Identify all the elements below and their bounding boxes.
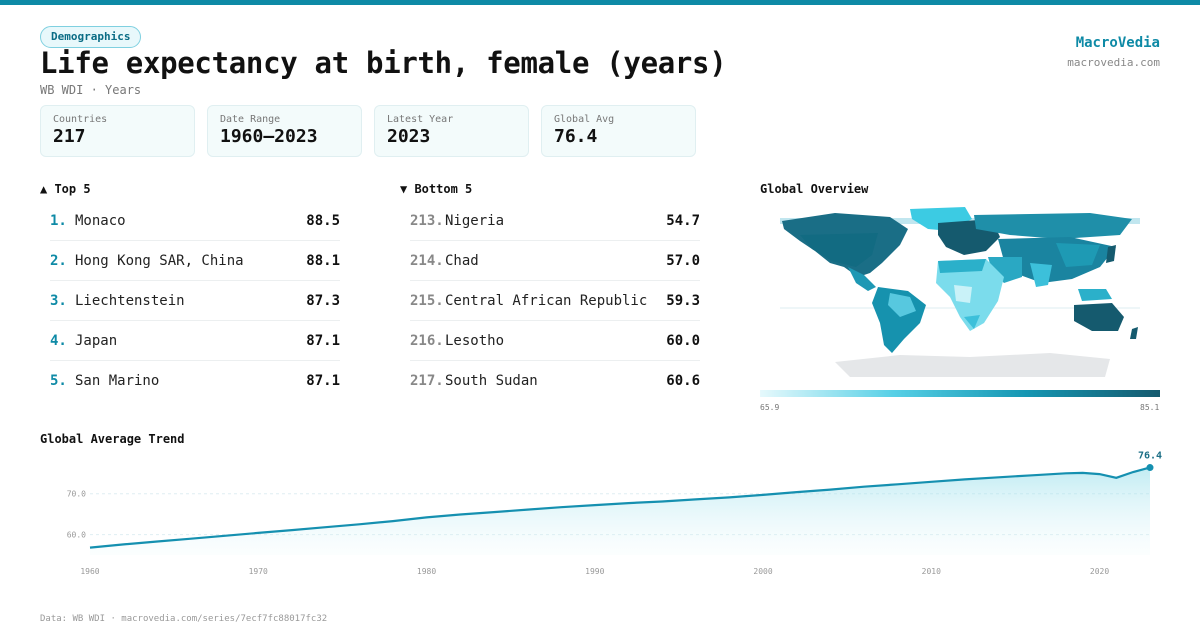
brand-block: MacroVedia macrovedia.com [1067, 35, 1160, 69]
china-shape [1056, 243, 1100, 267]
rank-number: 215. [410, 292, 444, 309]
brand-name[interactable]: MacroVedia [1075, 35, 1160, 51]
country-name: Japan [75, 332, 118, 349]
x-tick-label: 1980 [417, 567, 436, 576]
japan-shape [1106, 245, 1116, 263]
list-item[interactable]: 5. San Marino 87.1 [50, 361, 340, 401]
list-item[interactable]: 214. Chad 57.0 [410, 241, 700, 281]
x-tick-label: 2000 [753, 567, 772, 576]
page-title: Life expectancy at birth, female (years) [40, 46, 727, 80]
north-africa-shape [938, 259, 986, 273]
trend-area [90, 467, 1150, 555]
stat-card-global-avg: Global Avg 76.4 [541, 105, 696, 157]
antarctica-shape [835, 353, 1110, 377]
stat-value: 217 [53, 126, 86, 147]
rank-number: 4. [50, 332, 67, 349]
stat-label: Latest Year [387, 114, 454, 125]
top-accent-bar [0, 0, 1200, 5]
country-name: Nigeria [445, 212, 505, 229]
stat-label: Date Range [220, 114, 281, 125]
stat-label: Global Avg [554, 114, 615, 125]
y-tick-label: 70.0 [67, 490, 86, 499]
australia-shape [1074, 303, 1124, 331]
country-name: Monaco [75, 212, 126, 229]
country-name: Chad [445, 252, 479, 269]
country-value: 88.1 [306, 252, 340, 269]
list-item[interactable]: 2. Hong Kong SAR, China 88.1 [50, 241, 340, 281]
south-africa-shape [964, 315, 980, 329]
list-item[interactable]: 1. Monaco 88.5 [50, 201, 340, 241]
list-item[interactable]: 217. South Sudan 60.6 [410, 361, 700, 401]
country-name: Lesotho [445, 332, 505, 349]
stat-value: 76.4 [554, 126, 598, 147]
india-shape [1030, 263, 1052, 287]
top5-title: ▲ Top 5 [40, 182, 91, 196]
rank-number: 214. [410, 252, 444, 269]
rank-number: 216. [410, 332, 444, 349]
country-name: South Sudan [445, 373, 538, 389]
bottom5-list: 213. Nigeria 54.7 214. Chad 57.0 215. Ce… [410, 201, 700, 401]
country-value: 60.6 [666, 373, 700, 389]
map-legend-gradient [760, 390, 1160, 397]
country-value: 54.7 [666, 212, 700, 229]
rank-number: 213. [410, 212, 444, 229]
brand-url[interactable]: macrovedia.com [1067, 56, 1160, 69]
x-tick-label: 1990 [585, 567, 604, 576]
central-america-shape [848, 267, 876, 291]
map-title: Global Overview [760, 182, 869, 196]
rank-number: 2. [50, 252, 67, 269]
country-value: 87.3 [306, 292, 340, 309]
country-name: Hong Kong SAR, China [75, 252, 244, 269]
page-subtitle: WB WDI · Years [40, 83, 142, 97]
country-value: 59.3 [666, 292, 700, 309]
rank-number: 5. [50, 373, 67, 389]
legend-min-label: 65.9 [760, 403, 780, 412]
bottom5-title: ▼ Bottom 5 [400, 182, 473, 196]
x-tick-label: 1970 [249, 567, 268, 576]
country-name: San Marino [75, 373, 160, 389]
trend-end-point[interactable] [1146, 464, 1154, 472]
country-value: 87.1 [306, 332, 340, 349]
central-africa-shape [954, 285, 972, 303]
country-value: 88.5 [306, 212, 340, 229]
x-tick-label: 2020 [1090, 567, 1109, 576]
trend-chart[interactable]: 60.0 70.0 1960 1970 1980 1990 2000 2010 2020 76… [0, 445, 1200, 585]
stat-card-date-range: Date Range 1960–2023 [207, 105, 362, 157]
legend-max-label: 85.1 [1140, 403, 1160, 412]
country-value: 57.0 [666, 252, 700, 269]
category-badge[interactable]: Demographics [40, 26, 142, 48]
country-value: 60.0 [666, 332, 700, 349]
stat-value: 1960–2023 [220, 126, 318, 147]
stat-card-countries: Countries 217 [40, 105, 195, 157]
new-zealand-shape [1130, 327, 1138, 339]
world-choropleth-map[interactable] [760, 205, 1160, 380]
stat-card-latest-year: Latest Year 2023 [374, 105, 529, 157]
trend-line [89, 466, 1151, 549]
stat-value: 2023 [387, 126, 431, 147]
trend-title: Global Average Trend [40, 432, 185, 446]
top5-list: 1. Monaco 88.5 2. Hong Kong SAR, China 8… [50, 201, 340, 401]
x-tick-label: 2010 [922, 567, 941, 576]
brazil-shape [888, 293, 916, 317]
list-item[interactable]: 216. Lesotho 60.0 [410, 321, 700, 361]
russia-shape [974, 213, 1132, 239]
middle-east-shape [988, 257, 1022, 283]
rank-number: 217. [410, 373, 444, 389]
list-item[interactable]: 215. Central African Republic 59.3 [410, 281, 700, 321]
indonesia-shape [1078, 289, 1112, 301]
list-item[interactable]: 4. Japan 87.1 [50, 321, 340, 361]
stat-label: Countries [53, 114, 108, 125]
list-item[interactable]: 3. Liechtenstein 87.3 [50, 281, 340, 321]
country-value: 87.1 [306, 373, 340, 389]
rank-number: 1. [50, 212, 67, 229]
country-name: Central African Republic [445, 292, 648, 309]
footer-source: Data: WB WDI · macrovedia.com/series/7ec… [40, 614, 328, 624]
trend-end-label: 76.4 [1138, 451, 1162, 462]
usa-shape [800, 233, 878, 267]
list-item[interactable]: 213. Nigeria 54.7 [410, 201, 700, 241]
rank-number: 3. [50, 292, 67, 309]
y-tick-label: 60.0 [67, 531, 86, 540]
country-name: Liechtenstein [75, 292, 185, 309]
x-tick-label: 1960 [80, 567, 99, 576]
